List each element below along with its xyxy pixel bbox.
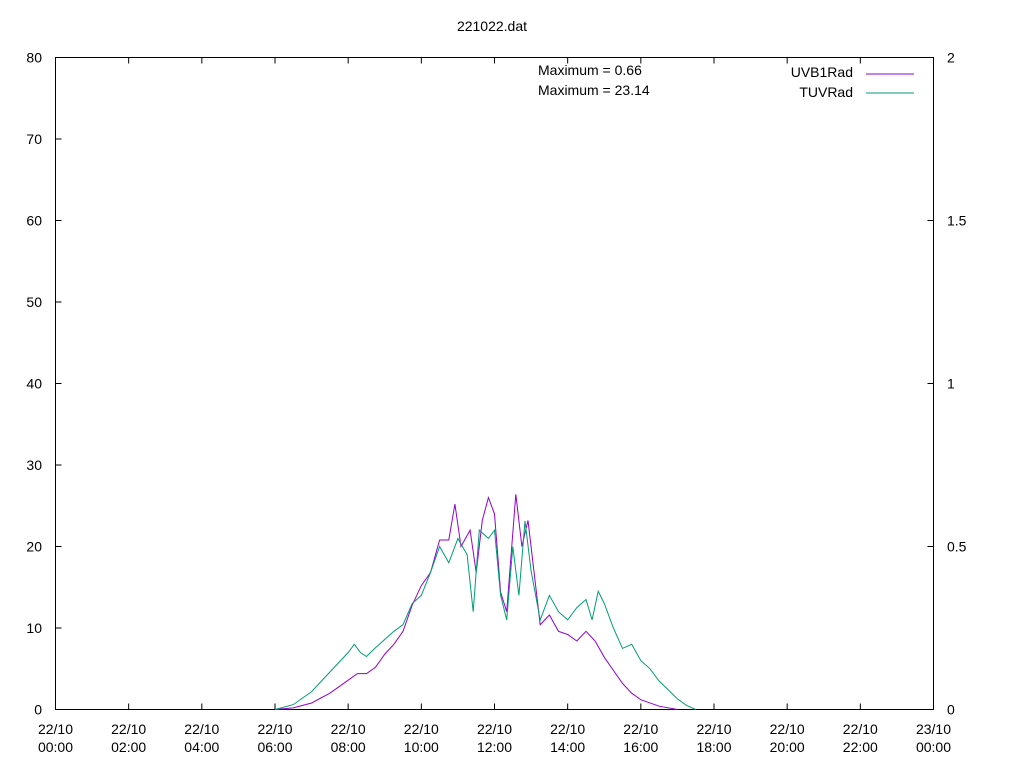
x-tick-label-time: 08:00	[331, 739, 366, 755]
series-line-tuvrad	[274, 520, 696, 710]
x-tick-label-date: 22/10	[111, 721, 146, 737]
x-tick-label-date: 22/10	[623, 721, 658, 737]
chart-title: 221022.dat	[457, 18, 527, 34]
y-right-tick-label: 0	[947, 702, 955, 718]
x-tick-label-date: 22/10	[257, 721, 292, 737]
legend-label-uvb1rad: UVB1Rad	[791, 64, 853, 80]
x-tick-label-time: 10:00	[404, 739, 439, 755]
y-right-tick-label: 1	[947, 376, 955, 392]
y-left-tick-label: 10	[26, 620, 42, 636]
x-tick-label-date: 22/10	[550, 721, 585, 737]
annotation-max-tuv: Maximum = 23.14	[538, 82, 650, 98]
y-left-tick-label: 80	[26, 50, 42, 66]
x-tick-label-time: 12:00	[477, 739, 512, 755]
x-tick-label-time: 06:00	[257, 739, 292, 755]
y-left-tick-label: 50	[26, 294, 42, 310]
x-tick-label-date: 22/10	[184, 721, 219, 737]
y-right-tick-label: 1.5	[947, 213, 967, 229]
legend: UVB1Rad TUVRad	[791, 64, 914, 100]
x-tick-label-time: 16:00	[623, 739, 658, 755]
x-tick-label-date: 23/10	[916, 721, 951, 737]
series-line-uvb1rad	[274, 494, 678, 710]
x-tick-label-time: 02:00	[111, 739, 146, 755]
x-tick-label-time: 18:00	[696, 739, 731, 755]
x-tick-label-time: 04:00	[184, 739, 219, 755]
ticks-layer	[55, 57, 934, 710]
x-tick-label-date: 22/10	[696, 721, 731, 737]
y-right-tick-label: 2	[947, 50, 955, 66]
x-tick-label-date: 22/10	[404, 721, 439, 737]
x-tick-label-date: 22/10	[38, 721, 73, 737]
legend-label-tuvrad: TUVRad	[799, 84, 853, 100]
x-tick-label-date: 22/10	[331, 721, 366, 737]
x-tick-label-time: 00:00	[38, 739, 73, 755]
y-left-tick-label: 60	[26, 213, 42, 229]
series-layer	[274, 494, 696, 710]
x-tick-label-time: 00:00	[916, 739, 951, 755]
y-left-tick-label: 30	[26, 457, 42, 473]
labels-layer: 22/10 00:00 22/10 02:00 22/10 04:00 22/10 06:00…	[26, 50, 966, 756]
plot-frame	[55, 57, 934, 710]
x-tick-label-date: 22/10	[770, 721, 805, 737]
annotation-max-uvb: Maximum = 0.66	[538, 62, 642, 78]
y-left-tick-label: 20	[26, 539, 42, 555]
x-tick-label-time: 14:00	[550, 739, 585, 755]
x-tick-label-date: 22/10	[477, 721, 512, 737]
x-tick-label-time: 22:00	[843, 739, 878, 755]
y-left-tick-label: 70	[26, 131, 42, 147]
y-right-tick-label: 0.5	[947, 539, 967, 555]
x-tick-label-time: 20:00	[770, 739, 805, 755]
x-tick-label-date: 22/10	[843, 721, 878, 737]
y-left-tick-label: 0	[34, 702, 42, 718]
y-left-tick-label: 40	[26, 376, 42, 392]
